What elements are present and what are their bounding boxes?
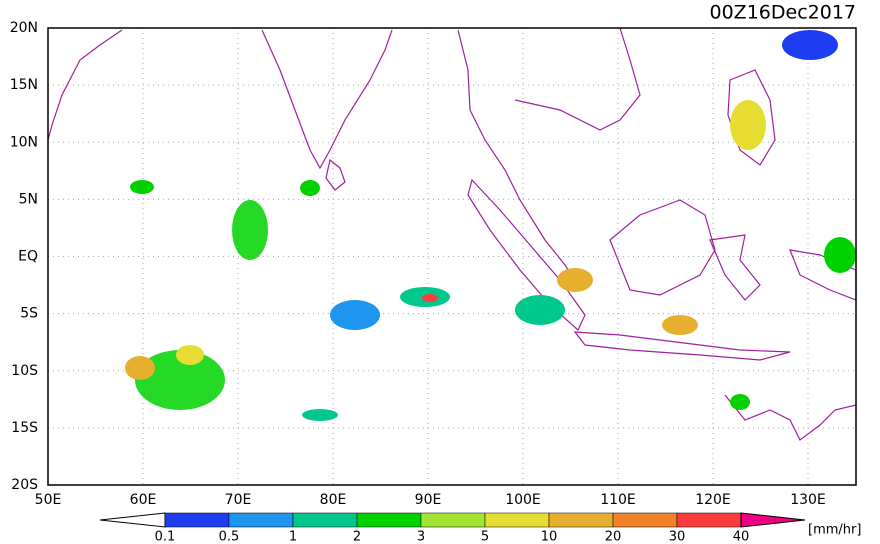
colorbar-box	[292, 512, 358, 528]
colorbar-box	[164, 512, 230, 528]
lon-label: 110E	[600, 492, 636, 508]
colorbar-unit: [mm/hr]	[808, 523, 861, 538]
colorbar-label: 20	[605, 530, 622, 544]
colorbar-box	[420, 512, 486, 528]
rain-area	[824, 237, 856, 273]
lon-label: 60E	[130, 492, 157, 508]
precipitation	[125, 30, 856, 421]
rain-area	[232, 200, 268, 260]
coastline	[47, 29, 123, 141]
coastline	[609, 199, 716, 296]
lon-label: 130E	[790, 492, 826, 508]
coastline	[514, 27, 641, 131]
lat-label: 20N	[10, 20, 38, 36]
colorbar-label: 30	[669, 530, 686, 544]
lon-label: 70E	[225, 492, 252, 508]
rain-area	[300, 180, 320, 196]
rain-area	[515, 295, 565, 325]
coastline	[727, 69, 776, 166]
lon-label: 100E	[505, 492, 541, 508]
grid	[48, 28, 856, 485]
colorbar-label: 3	[417, 530, 425, 544]
colorbar-label: 40	[733, 530, 750, 544]
colorbar-box	[484, 512, 550, 528]
colorbar-box	[676, 512, 742, 528]
lat-label: 20S	[11, 477, 38, 493]
rain-area	[662, 315, 698, 335]
map-frame	[47, 27, 857, 486]
lon-label: 50E	[35, 492, 62, 508]
colorbar-box	[612, 512, 678, 528]
colorbar-box	[228, 512, 294, 528]
rain-area	[782, 30, 838, 60]
colorbar: 0.1 0.5 1 2 3 5 10 20 30 40 [mm/hr]	[99, 512, 861, 544]
lat-label: 15N	[10, 77, 38, 93]
rain-area	[125, 356, 155, 380]
coastline	[261, 29, 393, 170]
rain-area	[135, 350, 225, 410]
map-title: 00Z16Dec2017	[710, 2, 857, 24]
rain-area	[557, 268, 593, 292]
rain-area	[302, 409, 338, 421]
colorbar-label: 5	[481, 530, 489, 544]
rain-area	[422, 294, 438, 302]
lat-label: 10N	[10, 134, 38, 150]
coastline	[573, 331, 791, 361]
coastline	[457, 29, 579, 286]
rain-area	[730, 100, 766, 150]
coastline	[709, 234, 761, 301]
coastlines	[47, 27, 857, 441]
colorbar-label: 10	[541, 530, 558, 544]
colorbar-label: 1	[289, 530, 297, 544]
colorbar-label: 2	[353, 530, 361, 544]
coastline	[724, 394, 857, 441]
lon-label: 120E	[695, 492, 731, 508]
colorbar-label: 0.1	[155, 530, 176, 544]
lat-label: 5N	[19, 191, 38, 207]
rain-area	[176, 345, 204, 365]
coastline	[325, 158, 346, 191]
colorbar-label: 0.5	[219, 530, 240, 544]
lon-label: 90E	[415, 492, 442, 508]
lon-label: 80E	[320, 492, 347, 508]
lat-label: EQ	[18, 249, 38, 265]
colorbar-arrow	[740, 512, 806, 528]
lat-label: 10S	[11, 363, 38, 379]
colorbar-box	[548, 512, 614, 528]
lat-label: 15S	[11, 420, 38, 436]
lat-label: 5S	[20, 306, 38, 322]
coastline	[467, 178, 586, 331]
rain-area	[130, 180, 154, 194]
rain-area	[730, 394, 750, 410]
colorbar-box	[356, 512, 422, 528]
rain-area	[330, 300, 380, 330]
